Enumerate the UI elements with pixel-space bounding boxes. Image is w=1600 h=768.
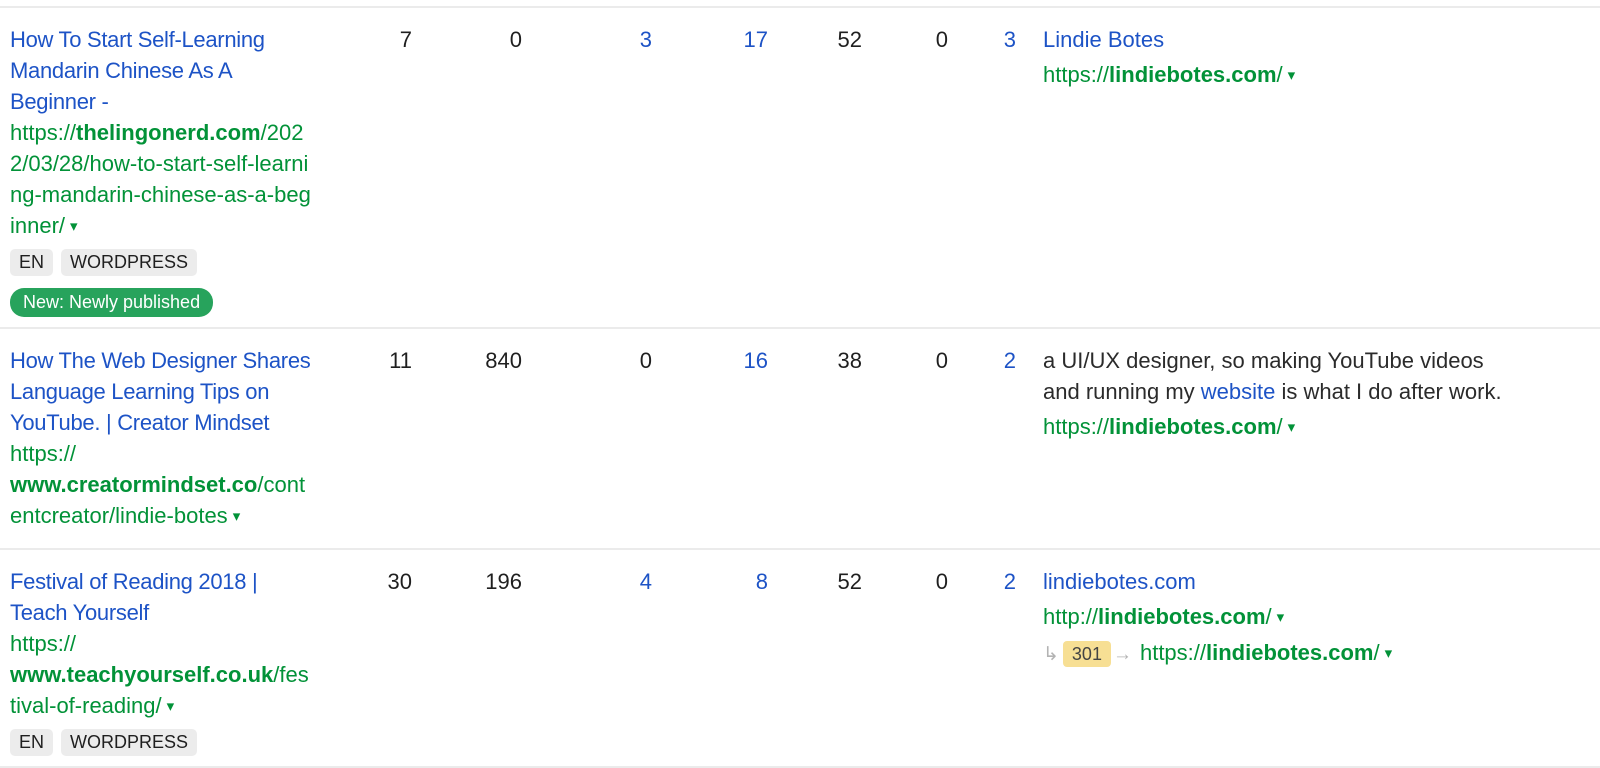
url-protocol: http:// (1043, 604, 1099, 629)
metric-value: 52 (837, 569, 862, 594)
metric-value: 52 (837, 27, 862, 52)
platform-tag: WORDPRESS (61, 249, 198, 276)
referring-page-cell: How The Web Designer Shares Language Lea… (0, 345, 312, 534)
url-protocol: https:// (10, 441, 77, 466)
metric-value-link[interactable]: 2 (1003, 569, 1016, 594)
anchor-text-line: Lindie Botes (1043, 24, 1521, 55)
metric-value: 30 (387, 569, 412, 594)
referring-page-title-link[interactable]: Festival of Reading 2018 | Teach Yoursel… (10, 569, 258, 625)
new-badge-row: New: Newly published (10, 285, 312, 317)
dropdown-caret-icon[interactable]: ▾ (1287, 67, 1296, 84)
target-url-link[interactable]: https://lindiebotes.com/▾ (1043, 414, 1295, 439)
metric-value: 0 (935, 348, 948, 373)
redirect-target-url-link[interactable]: https://lindiebotes.com/▾ (1140, 640, 1392, 665)
referring-page-cell: Festival of Reading 2018 | Teach Yoursel… (0, 566, 312, 756)
backlink-row: How The Web Designer Shares Language Lea… (0, 327, 1600, 548)
metric-value-link[interactable]: 4 (639, 569, 652, 594)
metric-value-link[interactable]: 16 (743, 348, 768, 373)
url-domain: lindiebotes.com (1206, 640, 1374, 665)
anchor-target-cell: Lindie Botes https://lindiebotes.com/▾ (1016, 24, 1600, 93)
url-domain: thelingonerd.com (76, 120, 261, 145)
target-url-line: http://lindiebotes.com/▾ (1043, 601, 1521, 635)
anchor-link[interactable]: lindiebotes.com (1043, 569, 1196, 594)
anchor-text-line: a UI/UX designer, so making YouTube vide… (1043, 345, 1521, 407)
language-tag: EN (10, 729, 54, 756)
anchor-text-line: lindiebotes.com (1043, 566, 1521, 597)
metric-value: 7 (399, 27, 412, 52)
metric-value-link[interactable]: 3 (1003, 27, 1016, 52)
anchor-target-cell: a UI/UX designer, so making YouTube vide… (1016, 345, 1600, 445)
metric-value-link[interactable]: 8 (755, 569, 768, 594)
url-path: / (1276, 414, 1283, 439)
dropdown-caret-icon[interactable]: ▾ (1276, 609, 1285, 626)
tag-list: EN WORDPRESS (10, 249, 312, 276)
backlink-row: Festival of Reading 2018 | Teach Yoursel… (0, 548, 1600, 768)
url-protocol: https:// (10, 120, 77, 145)
metric-value: 38 (837, 348, 862, 373)
referring-page-url-link[interactable]: https://thelingonerd.com/2022/03/28/how-… (10, 117, 312, 244)
dropdown-caret-icon[interactable]: ▾ (1287, 419, 1296, 436)
url-protocol: https:// (1139, 640, 1207, 665)
target-url-line: https://lindiebotes.com/▾ (1043, 411, 1521, 445)
url-path: /contentcreator/lindie-botes (10, 472, 306, 528)
anchor-target-cell: lindiebotes.com http://lindiebotes.com/▾… (1016, 566, 1600, 671)
metric-value-link[interactable]: 2 (1003, 348, 1016, 373)
url-path: / (1373, 640, 1380, 665)
url-domain: lindiebotes.com (1098, 604, 1266, 629)
dropdown-caret-icon[interactable]: ▾ (70, 218, 78, 235)
anchor-link[interactable]: website (1200, 379, 1276, 404)
url-path: /2022/03/28/how-to-start-self-learning-m… (10, 120, 311, 238)
metric-value-link[interactable]: 3 (639, 27, 652, 52)
referring-page-cell: How To Start Self-Learning Mandarin Chin… (0, 24, 312, 317)
anchor-text-before: a UI/UX designer, so making YouTube vide… (1043, 348, 1484, 404)
referring-page-url-link[interactable]: https:// www.teachyourself.co.uk/festival… (10, 628, 312, 724)
metric-value: 0 (935, 27, 948, 52)
tag-list: EN WORDPRESS (10, 729, 312, 756)
redirect-line: ↳ 301 → https://lindiebotes.com/▾ (1043, 637, 1521, 671)
anchor-link[interactable]: Lindie Botes (1043, 27, 1165, 52)
url-path: / (1276, 62, 1283, 87)
dropdown-caret-icon[interactable]: ▾ (232, 508, 241, 525)
anchor-text-after: is what I do after work. (1275, 379, 1502, 404)
url-path: / (1265, 604, 1272, 629)
referring-page-title-link[interactable]: How To Start Self-Learning Mandarin Chin… (10, 27, 265, 114)
url-protocol: https:// (10, 631, 77, 656)
dropdown-caret-icon[interactable]: ▾ (1384, 645, 1393, 662)
dropdown-caret-icon[interactable]: ▾ (166, 698, 175, 715)
metric-value: 0 (935, 569, 948, 594)
redirect-status-badge: 301 (1062, 641, 1111, 667)
target-url-line: https://lindiebotes.com/▾ (1043, 59, 1521, 93)
url-domain: www.teachyourself.co.uk (10, 662, 274, 687)
url-domain: www.creatormindset.co (10, 472, 258, 497)
metric-value: 0 (639, 348, 652, 373)
metric-value: 11 (389, 348, 412, 373)
new-published-badge: New: Newly published (10, 288, 214, 317)
referring-page-title-link[interactable]: How The Web Designer Shares Language Lea… (10, 348, 311, 435)
backlink-row: How To Start Self-Learning Mandarin Chin… (0, 6, 1600, 327)
url-path: /festival-of-reading/ (10, 662, 309, 718)
redirect-down-arrow-icon: ↳ (1043, 644, 1059, 665)
redirect-right-arrow-icon: → (1112, 644, 1132, 665)
target-url-link[interactable]: http://lindiebotes.com/▾ (1043, 604, 1284, 629)
url-protocol: https:// (1043, 62, 1110, 87)
target-url-link[interactable]: https://lindiebotes.com/▾ (1043, 62, 1295, 87)
url-domain: lindiebotes.com (1109, 414, 1277, 439)
metric-value: 840 (485, 348, 522, 373)
language-tag: EN (10, 249, 54, 276)
url-domain: lindiebotes.com (1109, 62, 1277, 87)
url-protocol: https:// (1043, 414, 1110, 439)
metric-value: 0 (509, 27, 522, 52)
platform-tag: WORDPRESS (61, 729, 198, 756)
metric-value-link[interactable]: 17 (743, 27, 768, 52)
metric-value: 196 (485, 569, 522, 594)
referring-page-url-link[interactable]: https:// www.creatormindset.co/contentcre… (10, 438, 312, 534)
